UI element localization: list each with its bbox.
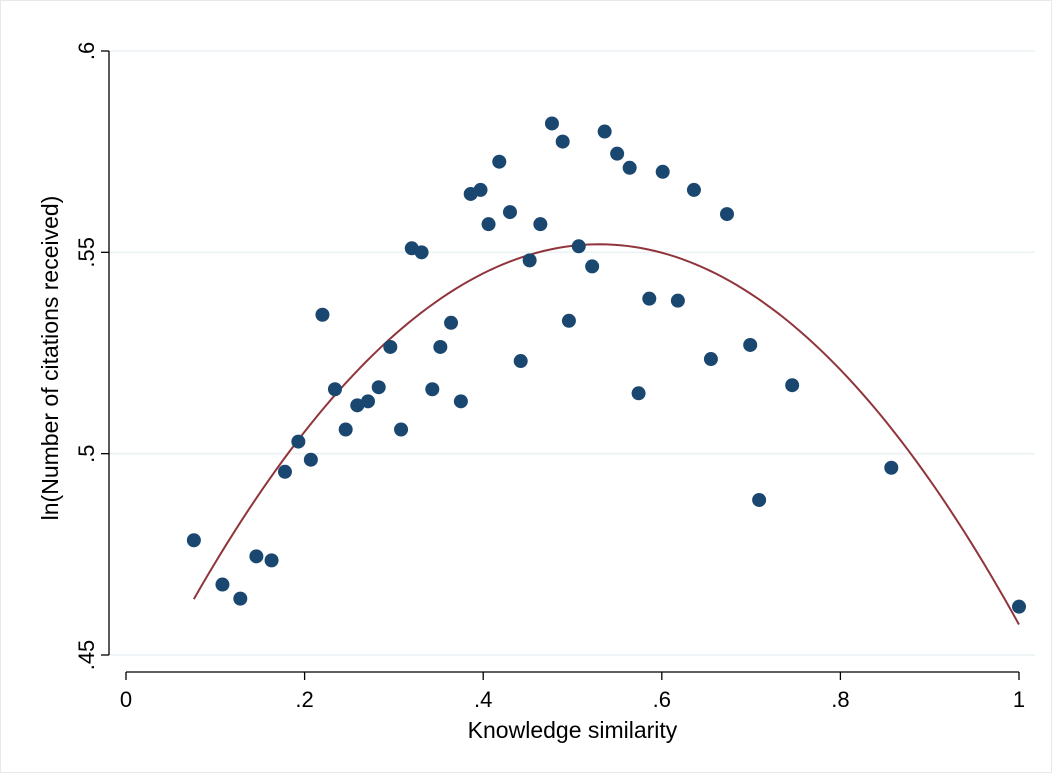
y-tick-label: .45	[74, 640, 99, 671]
x-axis: 0 .2 .4 .6 .8 1	[120, 671, 1025, 712]
data-point	[555, 134, 570, 149]
data-point	[884, 460, 899, 475]
data-point	[473, 182, 488, 197]
data-point	[425, 382, 440, 397]
data-point	[585, 259, 600, 274]
data-point	[383, 339, 398, 354]
x-tick-label: 1	[1013, 687, 1025, 712]
data-point	[502, 205, 517, 220]
x-tick-label: .4	[474, 687, 492, 712]
data-points	[186, 116, 1026, 614]
data-point	[1012, 599, 1026, 614]
data-point	[361, 394, 376, 409]
data-point	[631, 386, 646, 401]
data-point	[277, 464, 292, 479]
data-point	[670, 293, 685, 308]
data-point	[597, 124, 612, 139]
data-point	[433, 339, 448, 354]
fit-line-layer	[193, 243, 1020, 626]
data-point	[561, 313, 576, 328]
y-axis: .45 .5 .55 .6	[74, 42, 110, 671]
x-tick-label: 0	[120, 687, 132, 712]
data-point	[642, 291, 657, 306]
data-point	[249, 549, 264, 564]
fitted-curve	[193, 243, 1020, 626]
data-point	[655, 164, 670, 179]
data-point	[522, 253, 537, 268]
data-point	[622, 160, 637, 175]
data-point	[703, 352, 718, 367]
data-point	[481, 217, 496, 232]
data-point	[291, 434, 306, 449]
data-point	[610, 146, 625, 161]
data-point	[513, 354, 528, 369]
grid-lines	[109, 50, 1035, 656]
data-point	[453, 394, 468, 409]
data-point	[350, 398, 365, 413]
data-point	[743, 337, 758, 352]
y-axis-title: ln(Number of citations received)	[37, 196, 63, 521]
data-point	[233, 591, 248, 606]
data-point	[533, 217, 548, 232]
data-point	[414, 245, 429, 260]
data-point	[303, 452, 318, 467]
y-tick-label: .55	[74, 237, 99, 268]
data-point	[571, 239, 586, 254]
data-point	[394, 422, 409, 437]
x-tick-label: .2	[295, 687, 313, 712]
y-tick-label: .6	[74, 42, 99, 60]
data-point	[544, 116, 559, 131]
data-point	[371, 380, 386, 395]
data-point	[719, 207, 734, 222]
x-tick-label: .6	[653, 687, 671, 712]
data-point	[186, 533, 201, 548]
data-point	[785, 378, 800, 393]
data-point	[327, 382, 342, 397]
y-tick-label: .5	[74, 444, 99, 462]
data-point	[444, 315, 459, 330]
data-point	[264, 553, 279, 568]
data-point	[492, 154, 507, 169]
x-axis-title: Knowledge similarity	[468, 717, 678, 743]
data-point	[686, 182, 701, 197]
data-point	[315, 307, 330, 322]
data-point	[338, 422, 353, 437]
data-point	[752, 492, 767, 507]
x-tick-label: .8	[831, 687, 849, 712]
data-point	[215, 577, 230, 592]
